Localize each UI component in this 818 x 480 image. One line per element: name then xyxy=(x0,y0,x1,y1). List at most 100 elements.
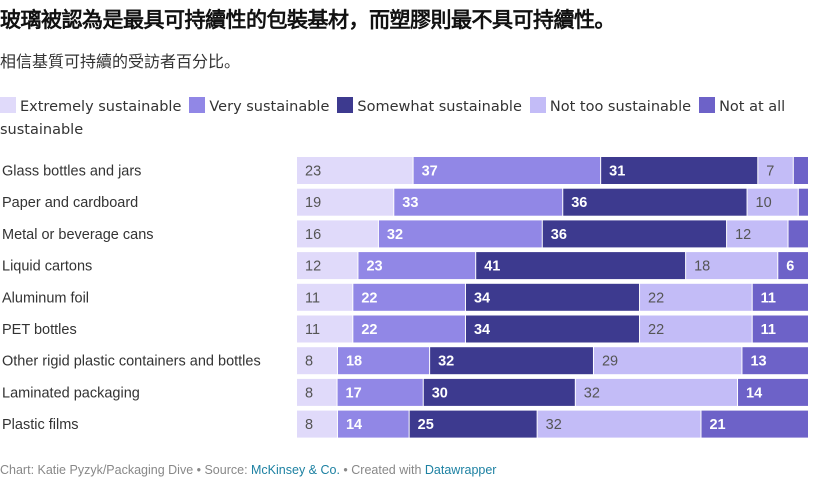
bar-segment xyxy=(337,378,423,406)
data-label: 11 xyxy=(305,290,320,306)
bar-segment xyxy=(747,188,798,216)
bar-segment xyxy=(430,347,593,375)
data-label: 25 xyxy=(418,417,434,433)
bar-segment xyxy=(575,378,738,406)
bar-segment xyxy=(337,410,409,438)
footer-credit: Chart: Katie Pyzyk/Packaging Dive • Sour… xyxy=(0,463,252,477)
data-label: 33 xyxy=(402,195,418,211)
legend-swatch xyxy=(189,97,206,113)
data-label: 22 xyxy=(361,322,377,338)
bar-segment xyxy=(537,410,701,438)
data-label: 34 xyxy=(474,290,490,306)
bar-segment xyxy=(727,220,788,248)
legend-label: Not too sustainable xyxy=(549,99,692,115)
data-label: 10 xyxy=(756,195,772,211)
bar-segment xyxy=(297,410,337,438)
data-label: 14 xyxy=(346,417,362,433)
bar-segment xyxy=(394,188,563,216)
bar-segment xyxy=(297,378,337,406)
data-label: 17 xyxy=(346,385,362,401)
bar-segment xyxy=(409,410,537,438)
bar-segment xyxy=(297,220,378,248)
data-label: 21 xyxy=(709,417,725,433)
legend-swatch xyxy=(337,97,354,113)
bar-segment xyxy=(742,347,808,375)
legend-swatch xyxy=(699,97,716,113)
bar-segment xyxy=(297,315,353,343)
category-label: Other rigid plastic containers and bottl… xyxy=(2,354,261,370)
chart-footer: Chart: Katie Pyzyk/Packaging Dive • Sour… xyxy=(0,463,496,477)
category-label: Glass bottles and jars xyxy=(2,164,141,180)
bar-segment xyxy=(297,347,337,375)
bar-segment xyxy=(593,347,742,375)
source-link[interactable]: McKinsey & Co. xyxy=(251,463,340,477)
data-label: 16 xyxy=(305,227,321,243)
data-label: 6 xyxy=(786,259,794,275)
bar-segment xyxy=(297,188,394,216)
data-label: 18 xyxy=(346,354,362,370)
footer-created-with: • Created with xyxy=(339,463,425,477)
data-label: 31 xyxy=(609,164,625,180)
data-label: 34 xyxy=(474,322,490,338)
data-label: 19 xyxy=(305,195,321,211)
data-label: 12 xyxy=(735,227,751,243)
data-label: 32 xyxy=(546,417,562,433)
legend-item: Not too sustainable xyxy=(529,97,692,115)
bar-segment xyxy=(353,315,465,343)
chart-title: 玻璃被認為是最具可持續性的包裝基材，而塑膠則最不具可持續性。 xyxy=(0,8,616,32)
legend-label: Somewhat sustainable xyxy=(357,99,522,115)
data-label: 23 xyxy=(305,164,321,180)
data-label: 8 xyxy=(305,385,313,401)
bar-segment xyxy=(778,252,808,280)
data-label: 22 xyxy=(648,290,664,306)
legend-swatch xyxy=(529,97,546,113)
category-label: PET bottles xyxy=(2,322,77,338)
bar-segment xyxy=(752,315,808,343)
bar-segment xyxy=(793,157,808,184)
data-label: 23 xyxy=(366,259,382,275)
bar-segment xyxy=(752,283,808,311)
category-label: Laminated packaging xyxy=(2,385,140,401)
bar-segment xyxy=(423,378,575,406)
category-label: Aluminum foil xyxy=(2,290,89,306)
data-label: 22 xyxy=(361,290,377,306)
bar-segment xyxy=(353,283,465,311)
legend-swatch xyxy=(0,97,16,113)
data-label: 12 xyxy=(305,259,321,275)
data-label: 36 xyxy=(551,227,567,243)
bar-segment xyxy=(358,252,476,280)
bar-segment xyxy=(701,410,808,438)
bar-segment xyxy=(465,283,640,311)
data-label: 8 xyxy=(305,417,313,433)
bar-segment xyxy=(758,157,793,184)
data-label: 32 xyxy=(584,385,600,401)
data-label: 11 xyxy=(761,290,776,306)
data-label: 7 xyxy=(766,164,774,180)
chart-subtitle: 相信基質可持續的受訪者百分比。 xyxy=(0,52,241,71)
bar-segment xyxy=(738,378,808,406)
legend-item: Extremely sustainable xyxy=(0,97,181,115)
bar-segment xyxy=(297,157,413,184)
data-label: 11 xyxy=(305,322,320,338)
datawrapper-link[interactable]: Datawrapper xyxy=(424,463,497,477)
bar-segment xyxy=(640,315,752,343)
legend-label: Not at all sustainable xyxy=(0,99,786,138)
legend-item: Not at all sustainable xyxy=(0,97,786,138)
data-label: 22 xyxy=(648,322,664,338)
bar-segment xyxy=(297,283,353,311)
bar-segment xyxy=(413,157,601,184)
chart-legend: Extremely sustainable Very sustainable Som… xyxy=(0,96,810,142)
category-label: Paper and cardboard xyxy=(2,195,138,211)
data-label: 11 xyxy=(761,322,776,338)
category-label: Liquid cartons xyxy=(2,259,92,275)
bar-segment xyxy=(798,188,808,216)
data-label: 32 xyxy=(387,227,403,243)
bar-segment xyxy=(337,347,430,375)
bar-segment xyxy=(563,188,747,216)
legend-item: Very sustainable xyxy=(189,97,330,115)
data-label: 36 xyxy=(571,195,587,211)
data-label: 30 xyxy=(432,385,448,401)
bar-segment xyxy=(686,252,778,280)
legend-label: Very sustainable xyxy=(209,99,330,115)
data-label: 18 xyxy=(694,259,710,275)
